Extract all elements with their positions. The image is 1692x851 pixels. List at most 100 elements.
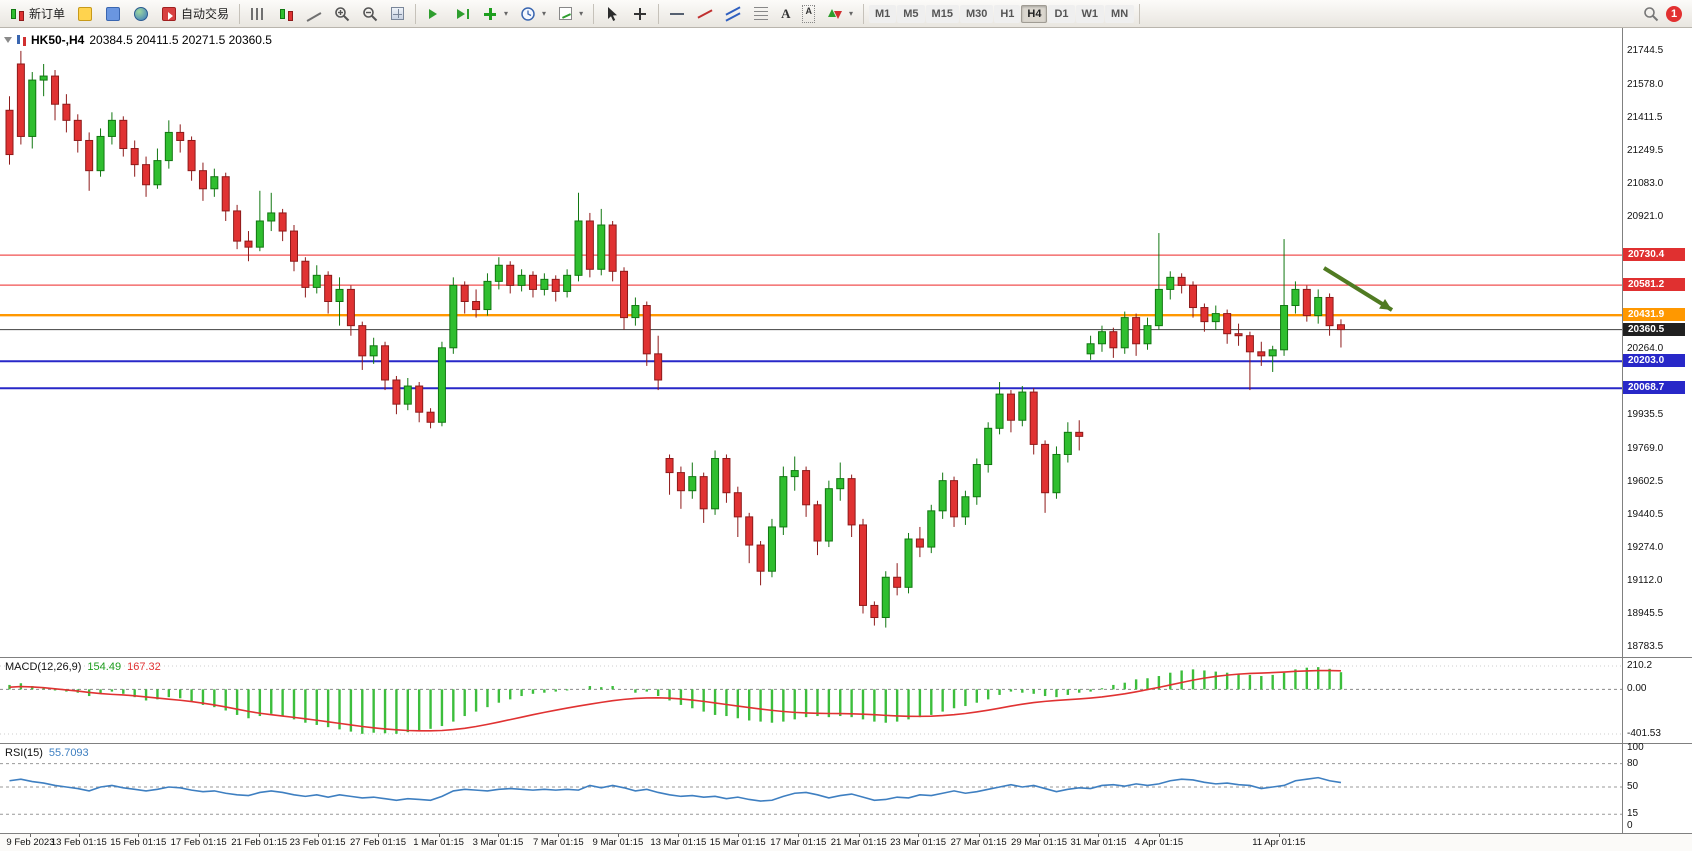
line-chart-button[interactable] — [301, 3, 327, 25]
time-axis-tick — [317, 834, 319, 837]
time-axis-label: 21 Feb 01:15 — [231, 837, 288, 848]
time-axis-label: 1 Mar 01:15 — [413, 837, 464, 848]
rsi-canvas[interactable] — [0, 744, 1622, 833]
add-indicator-icon — [482, 6, 498, 22]
price-axis-label: 21083.0 — [1627, 178, 1664, 190]
time-axis-tick — [377, 834, 379, 837]
price-tag: 20068.7 — [1623, 381, 1685, 395]
tile-windows-icon — [391, 7, 405, 20]
time-axis-tick — [798, 834, 800, 837]
macd-axis-label: 210.2 — [1627, 660, 1653, 671]
price-axis-main[interactable]: 21744.5 21578.0 21411.5 21249.5 21083.0 20921… — [1623, 28, 1692, 657]
timeframe-m5[interactable]: M5 — [897, 4, 925, 23]
text-tool-icon: A — [781, 5, 791, 21]
timeframe-toolbar: M1 M5 M15 M30 H1 H4 D1 W1 MN — [868, 4, 1135, 23]
clock-icon — [521, 6, 535, 21]
market-watch-button[interactable] — [100, 3, 126, 25]
zoom-out-icon — [363, 6, 378, 21]
toolbar-separator — [593, 3, 595, 24]
timeframe-h1[interactable]: H1 — [994, 4, 1021, 23]
trendline-button[interactable] — [692, 3, 718, 25]
cursor-icon — [608, 6, 618, 21]
price-tag: 20581.2 — [1623, 278, 1685, 292]
macd-canvas[interactable] — [0, 658, 1622, 743]
template-icon — [559, 7, 573, 20]
toolbar-separator — [658, 3, 660, 24]
auto-scroll-button[interactable] — [421, 3, 447, 25]
price-axis-label: 19935.5 — [1627, 409, 1664, 421]
crosshair-button[interactable] — [627, 3, 653, 25]
rsi-axis-label: 100 — [1627, 742, 1644, 753]
bar-chart-icon — [251, 7, 266, 20]
timeframe-mn[interactable]: MN — [1105, 4, 1135, 23]
price-axis-label: 19440.5 — [1627, 508, 1664, 520]
channel-button[interactable] — [720, 3, 746, 25]
timeframe-w1[interactable]: W1 — [1075, 4, 1105, 23]
notification-badge[interactable]: 1 — [1666, 5, 1682, 22]
periods-button[interactable] — [515, 3, 551, 25]
time-axis-label: 23 Feb 01:15 — [289, 837, 346, 848]
price-axis-label: 21744.5 — [1627, 45, 1664, 56]
time-axis-label: 13 Mar 01:15 — [650, 837, 707, 848]
search-icon — [1644, 6, 1659, 21]
fibonacci-button[interactable] — [748, 3, 774, 25]
macd-panel[interactable]: MACD(12,26,9) 154.49 167.32 — [0, 657, 1622, 743]
autotrading-button[interactable]: 自动交易 — [156, 3, 234, 25]
time-axis-tick — [438, 834, 440, 837]
time-axis-tick — [1098, 834, 1100, 837]
time-axis-tick — [1158, 834, 1160, 837]
chart-header: HK50-,H4 20384.5 20411.5 20271.5 20360.5 — [4, 33, 272, 47]
time-axis-label: 31 Mar 01:15 — [1070, 837, 1127, 848]
rsi-axis-label: 50 — [1627, 781, 1639, 792]
text-tool-button[interactable]: A — [776, 3, 795, 25]
time-axis-label: 9 Feb 2023 — [6, 837, 55, 848]
arrows-tool-button[interactable] — [822, 3, 858, 25]
timeframe-m15[interactable]: M15 — [925, 4, 959, 23]
text-label-button[interactable]: A — [797, 3, 820, 25]
price-axis-label: 19602.5 — [1627, 476, 1664, 488]
main-chart-panel[interactable]: HK50-,H4 20384.5 20411.5 20271.5 20360.5 — [0, 28, 1622, 657]
candlestick-chart-button[interactable] — [273, 3, 299, 25]
channel-icon — [725, 6, 741, 22]
timeframe-h4[interactable]: H4 — [1021, 4, 1048, 23]
templates-button[interactable] — [553, 3, 588, 25]
text-label-icon: A — [802, 5, 815, 23]
zoom-out-button[interactable] — [357, 3, 383, 25]
time-axis-tick — [737, 834, 739, 837]
time-axis-label: 9 Mar 01:15 — [592, 837, 644, 848]
timeframe-d1[interactable]: D1 — [1048, 4, 1075, 23]
search-button[interactable] — [1638, 3, 1664, 25]
time-axis-tick — [497, 834, 499, 837]
new-order-button[interactable]: 新订单 — [4, 3, 70, 25]
main-chart-canvas[interactable] — [0, 28, 1622, 657]
rsi-axis-label: 15 — [1627, 808, 1639, 820]
price-axis[interactable]: 21744.5 21578.0 21411.5 21249.5 21083.0 20921… — [1622, 28, 1692, 833]
price-tag: 20360.5 — [1623, 322, 1685, 336]
time-axis-tick — [78, 834, 80, 837]
globe-icon — [134, 6, 149, 21]
time-axis-tick — [198, 834, 200, 837]
time-axis-label: 17 Feb 01:15 — [170, 837, 227, 848]
timeframe-m30[interactable]: M30 — [959, 4, 994, 23]
time-axis-tick — [617, 834, 619, 837]
metaeditor-button[interactable] — [72, 3, 98, 25]
price-axis-label: 20264.0 — [1627, 343, 1664, 354]
time-axis-label: 3 Mar 01:15 — [472, 837, 524, 848]
time-axis[interactable]: 9 Feb 2023 13 Feb 01:15 15 Feb 01:15 17 Feb… — [0, 833, 1692, 851]
time-axis-tick — [1039, 834, 1041, 837]
cursor-button[interactable] — [599, 3, 625, 25]
toolbar-separator — [239, 3, 241, 24]
horizontal-line-button[interactable] — [664, 3, 690, 25]
tile-windows-button[interactable] — [385, 3, 410, 25]
indicators-button[interactable] — [477, 3, 513, 25]
macd-signal-value: 167.32 — [127, 661, 161, 673]
rsi-panel[interactable]: RSI(15) 55.7093 — [0, 743, 1622, 833]
one-click-trading-toggle[interactable] — [4, 37, 12, 43]
bar-chart-button[interactable] — [245, 3, 271, 25]
community-button[interactable] — [128, 3, 154, 25]
zoom-in-button[interactable] — [329, 3, 355, 25]
chart-shift-button[interactable] — [449, 3, 475, 25]
price-axis-macd[interactable]: 210.2 0.00 -401.53 — [1623, 657, 1692, 743]
price-axis-rsi[interactable]: 100 80 50 15 0 — [1623, 742, 1692, 833]
timeframe-m1[interactable]: M1 — [868, 4, 897, 23]
